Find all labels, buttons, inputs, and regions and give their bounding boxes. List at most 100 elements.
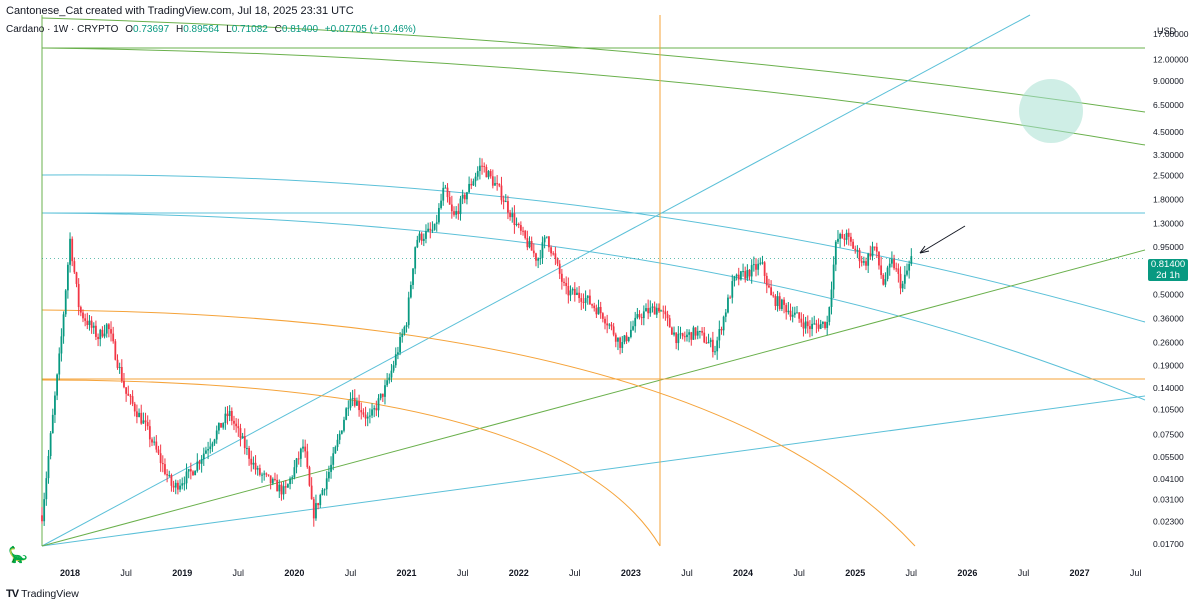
y-tick-label: 2.50000 xyxy=(1153,170,1184,180)
price-axis[interactable]: 17.00000 12.00000 9.00000 6.50000 4.50000 3.3… xyxy=(1153,29,1189,549)
candle-body xyxy=(304,446,307,452)
candle-body xyxy=(772,295,775,297)
candle-body xyxy=(554,253,557,260)
candle-body xyxy=(886,267,889,280)
candle-body xyxy=(629,329,632,338)
candle-body xyxy=(207,449,209,451)
candle-body xyxy=(731,281,734,298)
candle-body xyxy=(670,327,673,335)
candle-body xyxy=(371,409,373,416)
candle-body xyxy=(287,484,289,488)
candle-body xyxy=(856,249,859,251)
candle-body xyxy=(151,439,153,443)
candle-body xyxy=(625,335,628,342)
change-value: +0.07705 (+10.46%) xyxy=(324,24,416,35)
last-price-tag: 0.81400 2d 1h xyxy=(1148,259,1188,281)
candles-layer xyxy=(41,157,913,527)
symbol-name: Cardano · 1W · CRYPTO xyxy=(6,24,119,35)
symbol-legend: Cardano · 1W · CRYPTO O0.73697 H0.89564 … xyxy=(6,24,416,35)
candle-body xyxy=(60,336,63,354)
candle-body xyxy=(340,430,343,434)
x-tick-label: 2020 xyxy=(284,568,304,578)
candle-body xyxy=(638,314,641,318)
candle-body xyxy=(267,474,270,476)
candle-body xyxy=(241,436,244,438)
x-tick-label: Jul xyxy=(1130,568,1142,578)
candle-body xyxy=(144,420,147,423)
candle-body xyxy=(118,367,121,369)
candle-body xyxy=(496,183,499,185)
y-tick-label: 17.00000 xyxy=(1153,29,1189,39)
candle-body xyxy=(246,447,248,449)
candle-body xyxy=(226,413,229,417)
candle-body xyxy=(321,489,324,495)
candle-body xyxy=(752,264,755,266)
annotation-arrow-shaft xyxy=(919,225,966,254)
candle-body xyxy=(511,213,514,218)
candle-body xyxy=(852,241,854,249)
candle-body xyxy=(433,223,436,230)
x-tick-label: Jul xyxy=(1018,568,1030,578)
candle-body xyxy=(230,410,233,421)
candle-body xyxy=(442,187,445,201)
candle-body xyxy=(571,288,574,291)
candle-body xyxy=(155,441,158,450)
candle-body xyxy=(345,408,348,420)
candle-body xyxy=(295,458,298,468)
candle-body xyxy=(360,410,363,413)
candle-body xyxy=(491,176,494,186)
candle-body xyxy=(133,403,136,412)
candle-body xyxy=(809,326,811,329)
tradingview-brand[interactable]: TV TradingView xyxy=(6,588,79,600)
candle-body xyxy=(634,317,637,327)
candle-body xyxy=(189,469,192,472)
x-tick-label: 2022 xyxy=(509,568,529,578)
time-axis[interactable]: 2018 Jul 2019 Jul 2020 Jul 2021 Jul 2022 Jul 2023 J… xyxy=(60,568,1141,578)
candle-body xyxy=(677,333,680,344)
y-tick-label: 0.14000 xyxy=(1153,383,1184,393)
candle-body xyxy=(539,258,542,260)
candle-body xyxy=(735,274,738,277)
candle-body xyxy=(847,232,850,237)
candle-body xyxy=(56,374,58,396)
candle-body xyxy=(668,318,671,328)
candle-body xyxy=(541,242,544,259)
candle-body xyxy=(252,462,255,465)
candle-body xyxy=(601,313,604,319)
candle-body xyxy=(254,462,257,470)
candle-body xyxy=(530,241,533,251)
candle-body xyxy=(867,253,870,266)
candle-body xyxy=(299,448,302,459)
candle-body xyxy=(164,464,166,475)
candle-body xyxy=(884,279,887,285)
green-arc-lower xyxy=(41,47,1146,146)
candle-body xyxy=(890,259,893,264)
candle-body xyxy=(854,248,857,251)
candle-body xyxy=(699,331,701,333)
annotation-arrow-head xyxy=(919,245,930,254)
candle-body xyxy=(174,482,177,488)
candle-body xyxy=(478,165,481,172)
candle-body xyxy=(610,324,613,327)
candle-body xyxy=(871,246,874,257)
candle-body xyxy=(783,299,785,305)
candle-body xyxy=(748,269,751,277)
candle-body xyxy=(640,317,643,319)
candle-body xyxy=(595,308,598,315)
candle-body xyxy=(733,276,736,282)
candle-body xyxy=(220,422,222,428)
candle-body xyxy=(763,262,766,276)
candle-body xyxy=(830,289,833,307)
candle-body xyxy=(353,397,356,406)
candle-body xyxy=(75,272,78,284)
candle-body xyxy=(114,341,117,360)
candle-body xyxy=(289,478,291,485)
currency-label[interactable]: USD xyxy=(1157,26,1177,36)
candle-body xyxy=(317,503,320,506)
candle-body xyxy=(455,211,458,215)
candle-body xyxy=(43,499,46,522)
candle-body xyxy=(86,320,89,326)
candle-body xyxy=(543,237,546,243)
candle-body xyxy=(686,334,688,338)
